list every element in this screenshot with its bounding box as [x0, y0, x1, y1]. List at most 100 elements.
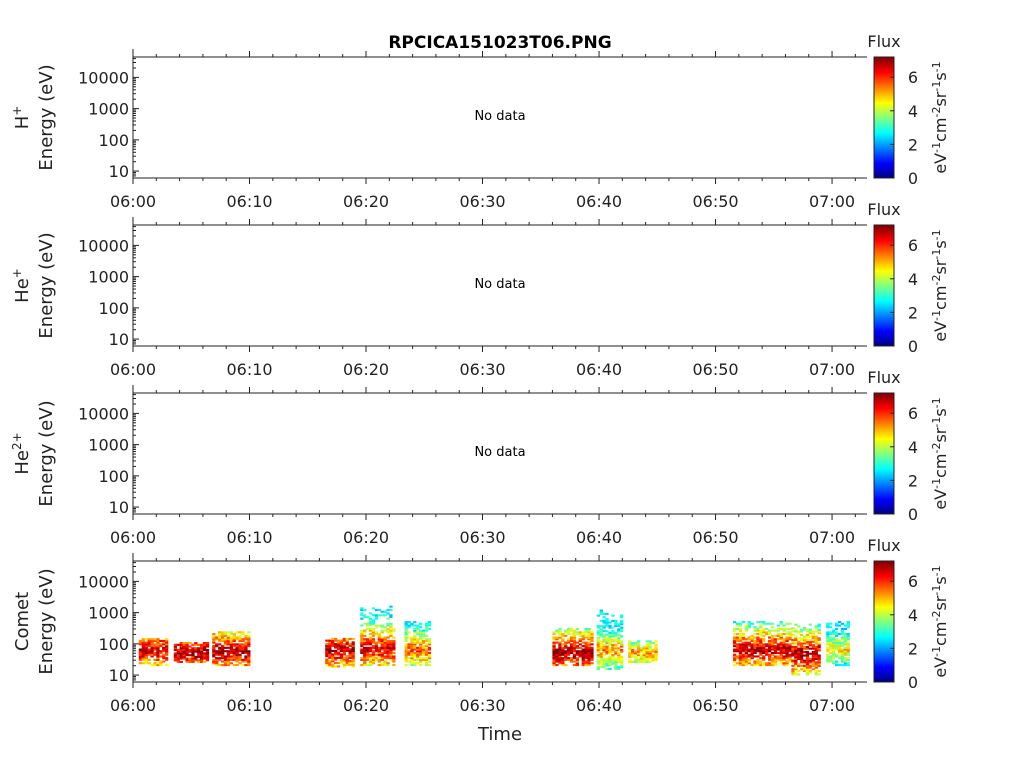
flux-cell	[617, 654, 621, 657]
flux-cell	[419, 641, 423, 644]
flux-cell	[648, 660, 652, 663]
colorbar-segment	[874, 505, 894, 509]
flux-cell	[331, 644, 335, 647]
flux-cell	[238, 650, 242, 653]
colorbar-segment	[874, 573, 894, 576]
flux-cell	[416, 626, 420, 629]
flux-cell	[427, 621, 432, 624]
flux-cell	[156, 643, 160, 646]
flux-cell	[569, 629, 574, 632]
flux-cell	[561, 653, 565, 656]
flux-cell	[747, 650, 751, 653]
colorbar-segment	[874, 441, 894, 444]
x-tick-label: 06:10	[226, 696, 272, 715]
colorbar-segment	[874, 255, 894, 258]
flux-cell	[427, 648, 432, 651]
flux-cell	[750, 645, 754, 648]
flux-cell	[620, 655, 624, 658]
flux-cell	[386, 627, 390, 630]
flux-cell	[392, 658, 396, 661]
flux-cell	[747, 660, 751, 663]
flux-cell	[371, 634, 376, 637]
colorbar-segment	[874, 147, 894, 151]
flux-cell	[605, 624, 609, 627]
flux-cell	[840, 633, 845, 636]
flux-cell	[229, 631, 233, 634]
flux-cell	[221, 639, 225, 642]
flux-cell	[368, 627, 373, 630]
flux-cell	[244, 634, 248, 637]
flux-cell	[555, 638, 559, 641]
flux-cell	[835, 634, 839, 637]
flux-cell	[360, 664, 364, 667]
colorbar-segment	[874, 631, 894, 635]
flux-cell	[631, 660, 635, 663]
colorbar-tick-label: 2	[908, 471, 918, 490]
x-tick-label: 06:30	[459, 360, 505, 379]
flux-cell	[840, 650, 845, 653]
flux-cell	[377, 636, 381, 639]
flux-cell	[791, 633, 795, 636]
flux-cell	[768, 648, 772, 651]
flux-cell	[218, 646, 222, 649]
flux-cell	[782, 643, 786, 646]
flux-cell	[368, 646, 373, 649]
flux-cell	[608, 662, 612, 665]
flux-cell	[596, 642, 600, 645]
flux-cell	[386, 629, 390, 632]
flux-cell	[785, 655, 789, 658]
flux-cell	[413, 643, 417, 646]
flux-cell	[244, 638, 248, 641]
flux-cell	[197, 659, 201, 662]
flux-cell	[654, 659, 658, 662]
flux-cell	[360, 631, 364, 634]
flux-cell	[179, 657, 183, 660]
flux-cell	[846, 621, 850, 624]
colorbar-segment	[874, 139, 894, 143]
flux-cell	[555, 631, 559, 634]
flux-cell	[419, 650, 423, 653]
flux-cell	[785, 662, 789, 665]
flux-cell	[348, 656, 352, 659]
flux-cell	[383, 650, 387, 653]
flux-cell	[835, 662, 839, 665]
flux-cell	[383, 626, 387, 629]
flux-cell	[147, 643, 151, 646]
flux-cell	[138, 657, 143, 660]
colorbar-segment	[874, 585, 894, 588]
colorbar-segment	[874, 339, 894, 343]
flux-cell	[840, 643, 845, 646]
flux-cell	[366, 651, 370, 654]
flux-cell	[599, 652, 603, 655]
colorbar-frame	[873, 392, 895, 515]
flux-cell	[817, 642, 821, 645]
flux-cell	[779, 634, 783, 637]
colorbar-segment	[874, 469, 894, 473]
flux-cell	[829, 622, 833, 625]
flux-cell	[791, 659, 795, 662]
flux-cell	[223, 657, 228, 660]
flux-cell	[345, 648, 349, 651]
flux-cell	[244, 636, 248, 639]
flux-cell	[575, 645, 579, 648]
colorbar-units: eV-1cm-2sr-1s-1	[930, 565, 950, 677]
flux-cell	[765, 653, 769, 656]
flux-cell	[176, 654, 180, 657]
flux-cell	[770, 636, 775, 639]
flux-cell	[410, 660, 414, 663]
flux-cell	[805, 669, 810, 672]
flux-cell	[392, 655, 396, 658]
flux-cell	[244, 645, 248, 648]
flux-cell	[578, 653, 582, 656]
colorbar-segment	[874, 605, 894, 608]
flux-cell	[620, 621, 624, 624]
flux-cell	[377, 639, 381, 642]
flux-cell	[147, 648, 151, 651]
flux-cell	[617, 638, 621, 641]
flux-cell	[846, 624, 850, 627]
flux-cell	[226, 660, 231, 663]
flux-cell	[835, 645, 839, 648]
flux-cell	[141, 648, 145, 651]
